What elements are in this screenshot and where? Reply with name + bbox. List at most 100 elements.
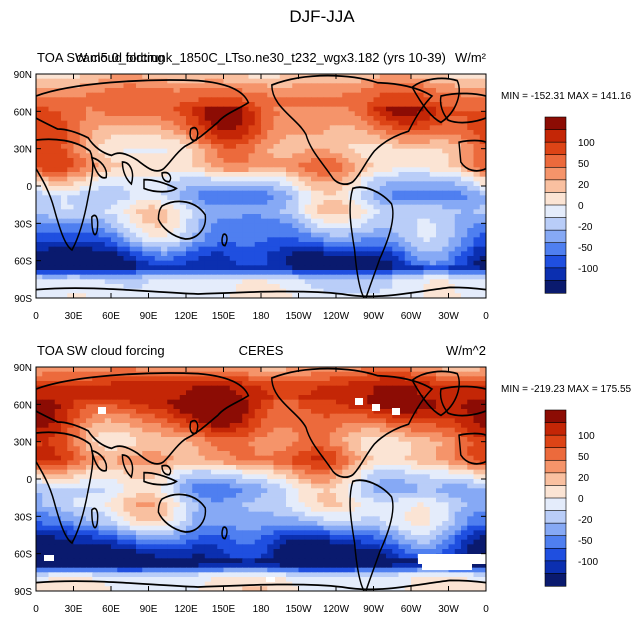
field-cell (392, 237, 400, 243)
field-cell (448, 153, 456, 159)
field-cell (304, 404, 312, 410)
field-cell (311, 432, 318, 438)
field-cell (204, 270, 212, 276)
field-cell (292, 246, 300, 252)
field-cell (229, 120, 237, 126)
field-cell (223, 381, 231, 387)
field-cell (367, 102, 375, 108)
field-cell (186, 214, 193, 220)
field-cell (379, 232, 387, 238)
field-cell (392, 111, 400, 117)
field-cell (204, 427, 212, 433)
field-cell (467, 78, 475, 84)
field-cell (279, 167, 287, 173)
field-cell (242, 214, 250, 220)
field-cell (117, 423, 125, 429)
colorbar-label: -100 (578, 264, 598, 275)
field-cell (192, 451, 200, 457)
field-cell (86, 390, 93, 396)
field-cell (386, 256, 393, 262)
field-cell (442, 102, 450, 108)
field-cell (129, 139, 137, 145)
field-cell (161, 246, 168, 252)
field-cell (161, 251, 168, 257)
field-cell (123, 167, 131, 173)
field-cell (211, 97, 218, 103)
field-cell (173, 97, 181, 103)
field-cell (48, 404, 56, 410)
field-cell (467, 181, 475, 187)
field-cell (192, 413, 200, 419)
field-cell (136, 116, 143, 122)
field-cell (392, 116, 400, 122)
field-cell (192, 367, 200, 373)
field-cell (198, 265, 206, 271)
field-cell (86, 404, 93, 410)
field-cell (67, 265, 75, 271)
field-cell (261, 83, 268, 89)
field-cell (442, 246, 450, 252)
field-cell (36, 125, 43, 131)
field-cell (98, 455, 106, 461)
field-cell (442, 451, 450, 457)
field-cell (261, 367, 268, 373)
field-cell (98, 381, 106, 387)
field-cell (311, 427, 318, 433)
field-cell (267, 432, 275, 438)
field-cell (67, 385, 75, 391)
panel-ceres: TOA SW cloud forcing CERES W/m^2 MIN = -… (14, 343, 632, 615)
field-cell (186, 153, 193, 159)
field-cell (154, 381, 162, 387)
field-cell (267, 256, 275, 262)
field-cell (404, 78, 412, 84)
field-cell (392, 274, 400, 280)
field-cell (179, 172, 187, 178)
field-cell (473, 181, 481, 187)
field-cell (367, 92, 375, 98)
field-cell (198, 279, 206, 285)
field-cell (348, 195, 356, 201)
field-cell (98, 228, 106, 234)
x-tick-label: 90E (140, 311, 158, 322)
field-cell (92, 432, 100, 438)
field-cell (236, 158, 243, 164)
field-cell (411, 134, 418, 140)
field-cell (379, 209, 387, 215)
field-cell (104, 256, 112, 262)
field-cell (123, 242, 131, 248)
field-cell (54, 385, 62, 391)
field-cell (173, 88, 181, 94)
field-cell (192, 148, 200, 154)
field-cell (54, 83, 62, 89)
field-cell (479, 106, 486, 112)
field-cell (329, 376, 337, 382)
field-cell (342, 427, 350, 433)
field-cell (467, 97, 475, 103)
field-cell (254, 153, 262, 159)
field-cell (461, 111, 468, 117)
field-cell (148, 381, 156, 387)
field-cell (211, 446, 218, 452)
field-cell (136, 367, 143, 373)
field-cell (161, 446, 168, 452)
field-cell (329, 162, 337, 168)
field-cell (54, 399, 62, 405)
field-cell (192, 134, 200, 140)
field-cell (173, 190, 181, 196)
field-cell (461, 172, 468, 178)
colorbar-label: 100 (578, 138, 595, 149)
field-cell (223, 167, 231, 173)
field-cell (311, 455, 318, 461)
field-cell (111, 125, 118, 131)
field-cell (386, 78, 393, 84)
field-cell (304, 437, 312, 443)
field-cell (129, 97, 137, 103)
field-cell (111, 214, 118, 220)
field-cell (67, 172, 75, 178)
field-cell (54, 228, 62, 234)
field-cell (48, 125, 56, 131)
field-cell (36, 83, 43, 89)
field-cell (223, 223, 231, 229)
field-cell (42, 256, 50, 262)
field-cell (236, 423, 243, 429)
